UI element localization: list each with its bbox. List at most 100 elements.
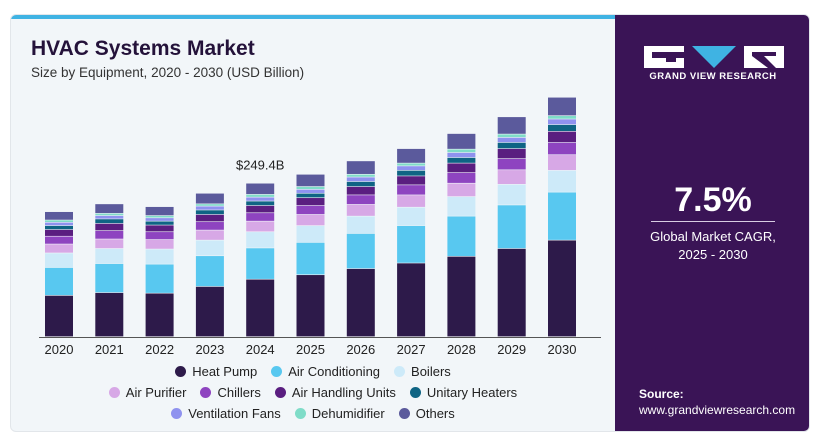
bar-segment-ventilation-fans-2027 bbox=[397, 166, 426, 171]
bar-segment-dehumidifier-2028 bbox=[447, 149, 476, 153]
bar-segment-air-purifier-2021 bbox=[95, 239, 124, 249]
bar-segment-air-conditioning-2025 bbox=[296, 242, 325, 275]
chart-title: HVAC Systems Market bbox=[31, 37, 255, 60]
x-tick-label-2020: 2020 bbox=[45, 342, 74, 357]
bar-segment-chillers-2025 bbox=[296, 205, 325, 215]
legend-swatch bbox=[175, 365, 187, 377]
brand-name: GRAND VIEW RESEARCH bbox=[649, 71, 777, 82]
bar-segment-unitary-heaters-2021 bbox=[95, 219, 124, 224]
bar-segment-boilers-2030 bbox=[548, 170, 576, 192]
bar-segment-ventilation-fans-2025 bbox=[296, 189, 325, 193]
bar-segment-chillers-2022 bbox=[145, 232, 174, 240]
bar-segment-chillers-2021 bbox=[95, 230, 124, 239]
bar-segment-air-handling-units-2029 bbox=[497, 148, 526, 159]
bar-segment-heat-pump-2029 bbox=[497, 248, 526, 337]
cagr-label-line2: 2025 - 2030 bbox=[678, 247, 748, 262]
legend-item-air-purifier: Air Purifier bbox=[108, 382, 186, 402]
bar-segment-air-handling-units-2026 bbox=[346, 186, 375, 195]
bar-segment-air-conditioning-2028 bbox=[447, 216, 476, 257]
bar-segment-air-conditioning-2026 bbox=[346, 233, 375, 269]
bar-segment-air-handling-units-2024 bbox=[246, 205, 275, 213]
bar-segment-heat-pump-2025 bbox=[296, 275, 325, 337]
bar-segment-dehumidifier-2026 bbox=[346, 174, 375, 177]
source-link[interactable]: www.grandviewresearch.com bbox=[639, 403, 796, 417]
cagr-label-line1: Global Market CAGR, bbox=[650, 229, 776, 244]
bar-segment-air-conditioning-2022 bbox=[145, 264, 174, 293]
legend-swatch bbox=[398, 407, 410, 419]
bar-segment-chillers-2029 bbox=[497, 158, 526, 170]
bar-segment-air-conditioning-2030 bbox=[548, 192, 576, 240]
bar-segment-dehumidifier-2023 bbox=[195, 204, 224, 206]
bar-segment-boilers-2026 bbox=[346, 216, 375, 234]
legend-item-air-conditioning: Air Conditioning bbox=[271, 361, 380, 381]
bar-segment-heat-pump-2023 bbox=[195, 286, 224, 337]
bar-segment-air-conditioning-2023 bbox=[195, 256, 224, 287]
bar-segment-ventilation-fans-2023 bbox=[195, 206, 224, 210]
bar-segment-dehumidifier-2030 bbox=[548, 115, 576, 119]
bar-segment-heat-pump-2024 bbox=[246, 279, 275, 337]
bar-segment-chillers-2030 bbox=[548, 142, 576, 155]
bar-segment-unitary-heaters-2030 bbox=[548, 124, 576, 132]
accent-strip bbox=[11, 15, 615, 19]
bar-segment-boilers-2021 bbox=[95, 248, 124, 264]
bar-segment-others-2025 bbox=[296, 174, 325, 187]
legend-swatch bbox=[108, 386, 120, 398]
bar-segment-heat-pump-2030 bbox=[548, 240, 576, 337]
bar-segment-unitary-heaters-2026 bbox=[346, 181, 375, 187]
bar-segment-others-2026 bbox=[346, 161, 375, 174]
legend-swatch bbox=[394, 365, 406, 377]
source-label: Source: bbox=[639, 387, 684, 401]
bar-segment-ventilation-fans-2026 bbox=[346, 177, 375, 182]
bar-segment-air-purifier-2030 bbox=[548, 155, 576, 171]
cagr-label: Global Market CAGR, 2025 - 2030 bbox=[615, 228, 809, 264]
bar-segment-chillers-2027 bbox=[397, 185, 426, 195]
bar-segment-others-2021 bbox=[95, 204, 124, 214]
bar-segment-others-2030 bbox=[548, 97, 576, 116]
legend-item-dehumidifier: Dehumidifier bbox=[294, 403, 385, 423]
cagr-divider bbox=[651, 221, 775, 222]
legend-label: Others bbox=[415, 405, 455, 421]
legend-label: Air Conditioning bbox=[288, 363, 381, 379]
x-tick-label-2027: 2027 bbox=[397, 342, 426, 357]
bar-segment-air-conditioning-2029 bbox=[497, 205, 526, 249]
brand-panel: GRAND VIEW RESEARCH 7.5% Global Market C… bbox=[615, 15, 809, 431]
legend-swatch bbox=[409, 386, 421, 398]
bar-segment-air-conditioning-2027 bbox=[397, 225, 426, 263]
bar-segment-air-purifier-2028 bbox=[447, 183, 476, 197]
x-tick-label-2021: 2021 bbox=[95, 342, 124, 357]
bar-segment-heat-pump-2021 bbox=[95, 292, 124, 337]
bar-segment-others-2020 bbox=[45, 211, 73, 220]
bar-segment-air-purifier-2022 bbox=[145, 239, 174, 249]
bar-segment-air-conditioning-2024 bbox=[246, 248, 275, 279]
bar-segment-air-purifier-2023 bbox=[195, 230, 224, 240]
bar-segment-unitary-heaters-2022 bbox=[145, 221, 174, 225]
infographic-card: HVAC Systems Market Size by Equipment, 2… bbox=[10, 14, 810, 432]
bar-segment-unitary-heaters-2020 bbox=[45, 225, 73, 230]
bar-segment-ventilation-fans-2022 bbox=[145, 218, 174, 221]
bar-segment-air-handling-units-2021 bbox=[95, 223, 124, 231]
x-tick-label-2029: 2029 bbox=[497, 342, 526, 357]
bar-segment-ventilation-fans-2030 bbox=[548, 119, 576, 125]
bar-segment-air-handling-units-2022 bbox=[145, 225, 174, 232]
legend-swatch bbox=[171, 407, 183, 419]
bar-segment-boilers-2020 bbox=[45, 253, 73, 268]
bar-segment-others-2022 bbox=[145, 206, 174, 216]
bar-segment-air-handling-units-2020 bbox=[45, 229, 73, 236]
bar-segment-heat-pump-2027 bbox=[397, 263, 426, 337]
bar-segment-dehumidifier-2022 bbox=[145, 215, 174, 218]
bar-segment-boilers-2022 bbox=[145, 249, 174, 264]
bar-segment-heat-pump-2028 bbox=[447, 256, 476, 337]
bar-segment-others-2029 bbox=[497, 117, 526, 134]
bar-segment-air-purifier-2026 bbox=[346, 204, 375, 216]
bar-segment-others-2027 bbox=[397, 148, 426, 163]
bar-segment-air-handling-units-2025 bbox=[296, 198, 325, 206]
x-tick-label-2023: 2023 bbox=[195, 342, 224, 357]
bar-segment-dehumidifier-2025 bbox=[296, 186, 325, 190]
legend-label: Dehumidifier bbox=[311, 405, 385, 421]
bar-segment-air-purifier-2024 bbox=[246, 221, 275, 232]
bar-segment-air-conditioning-2020 bbox=[45, 267, 73, 296]
legend-label: Air Handling Units bbox=[291, 384, 396, 400]
bar-segment-heat-pump-2020 bbox=[45, 295, 73, 337]
bar-segment-unitary-heaters-2028 bbox=[447, 157, 476, 163]
bar-segment-air-purifier-2029 bbox=[497, 170, 526, 185]
